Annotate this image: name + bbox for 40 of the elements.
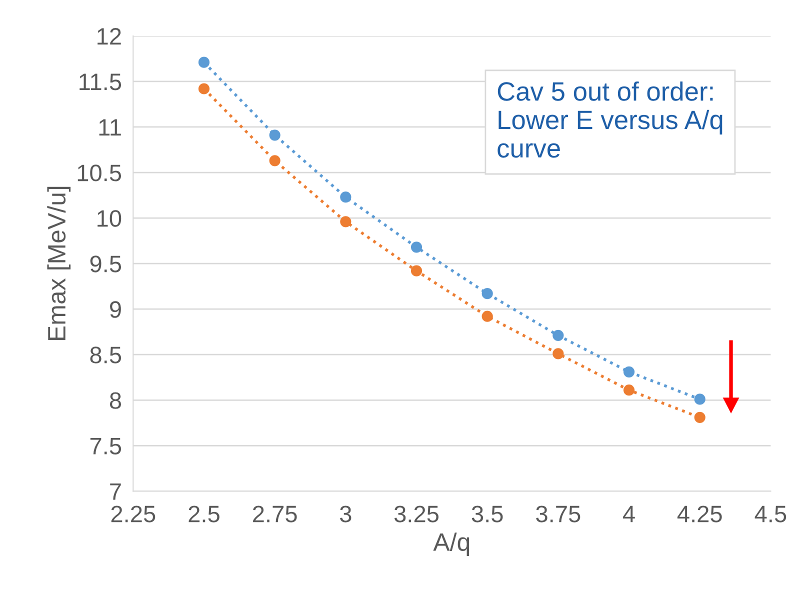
y-tick-label: 7.5 xyxy=(90,438,122,454)
x-tick-label: 3.75 xyxy=(536,506,580,522)
y-tick-label: 8.5 xyxy=(90,346,122,364)
x-tick-label: 4.25 xyxy=(677,506,722,522)
point xyxy=(198,83,210,94)
y-tick-label: 7 xyxy=(110,483,121,500)
annotation: Cav 5 out of order: Lower E versus A/q curve xyxy=(498,81,722,158)
x-tick-label: 3.25 xyxy=(394,506,438,522)
point xyxy=(340,192,352,203)
point xyxy=(410,265,422,276)
x-tick-label: 3 xyxy=(340,506,352,522)
point xyxy=(694,394,706,405)
point xyxy=(198,56,210,68)
point xyxy=(694,412,706,423)
x-tick-label: 2.75 xyxy=(253,506,297,522)
point xyxy=(623,366,635,378)
x-tick-label: 4.5 xyxy=(754,506,786,522)
x-tick-label: 4 xyxy=(622,506,635,522)
y-tick-label: 9 xyxy=(110,301,121,318)
y-tick-label: 11 xyxy=(99,119,121,136)
y-tick-label: 11.5 xyxy=(80,74,122,90)
point xyxy=(552,330,564,342)
x-axis-title: A/q xyxy=(433,532,470,556)
y-tick-label: 9.5 xyxy=(90,256,122,272)
y-tick-label: 8 xyxy=(110,392,122,409)
point xyxy=(482,310,493,322)
x-tick-label: 3.5 xyxy=(472,506,503,522)
point xyxy=(552,348,564,360)
y-tick-label: 10 xyxy=(98,210,122,227)
point xyxy=(410,242,422,253)
point xyxy=(623,384,635,396)
y-axis-title: Emax [MeV/u] xyxy=(47,186,71,340)
y-tick-label: 10.5 xyxy=(78,164,122,182)
point xyxy=(269,155,280,166)
x-tick-label: 2.5 xyxy=(188,506,220,522)
point xyxy=(340,216,352,228)
point xyxy=(269,130,280,141)
point xyxy=(482,288,493,300)
y-tick-label: 12 xyxy=(98,28,121,44)
x-tick-label: 2.25 xyxy=(111,506,156,522)
